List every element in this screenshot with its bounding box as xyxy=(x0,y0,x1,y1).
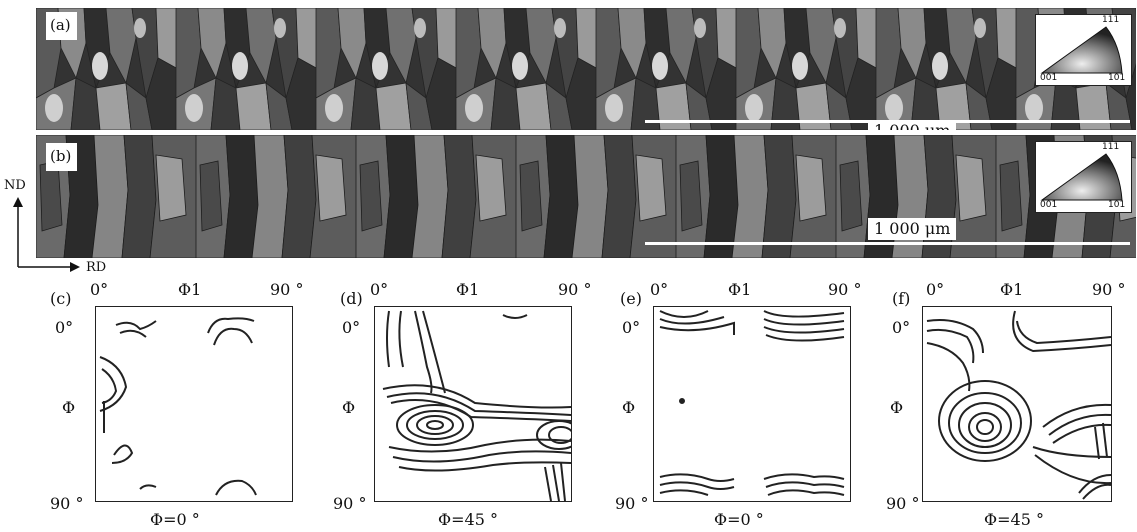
x-start-label: 0° xyxy=(926,280,945,299)
panel-letter: (c) xyxy=(50,289,72,308)
x-start-label: 0° xyxy=(90,280,109,299)
y-start-label: 0° xyxy=(342,318,361,337)
phi-label: Φ xyxy=(62,398,76,417)
rd-axis-label: RD xyxy=(86,260,107,275)
x-end-label: 90 ° xyxy=(270,280,304,299)
y-start-label: 0° xyxy=(622,318,641,337)
scalebar-a xyxy=(645,120,1130,123)
ipf-legend-a: 111 001 101 xyxy=(1035,14,1132,86)
odf-contour-plot xyxy=(653,306,851,502)
phi-label: Φ xyxy=(342,398,356,417)
y-end-label: 90 ° xyxy=(50,494,84,513)
panel-letter-b: (b) xyxy=(46,143,78,171)
y-start-label: 0° xyxy=(55,318,74,337)
ipf-triangle-b xyxy=(1040,153,1123,201)
y-start-label: 0° xyxy=(892,318,911,337)
x-end-label: 90 ° xyxy=(1092,280,1126,299)
section-label: Φ=0 ° xyxy=(150,510,200,529)
y-end-label: 90 ° xyxy=(615,494,649,513)
odf-contours xyxy=(659,310,845,496)
ipf-label-111: 111 xyxy=(1102,142,1120,152)
ipf-label-101: 101 xyxy=(1108,73,1126,83)
ebsd-map-a xyxy=(36,8,1136,130)
ipf-legend-b: 111 001 101 xyxy=(1035,141,1132,213)
x-start-label: 0° xyxy=(650,280,669,299)
x-end-label: 90 ° xyxy=(828,280,862,299)
ipf-triangle-a xyxy=(1040,26,1123,74)
section-label: Φ=45 ° xyxy=(984,510,1044,529)
odf-contour-plot xyxy=(922,306,1112,502)
panel-letter: (e) xyxy=(620,289,642,308)
odf-contours xyxy=(99,317,257,496)
x-end-label: 90 ° xyxy=(558,280,592,299)
phi-label: Φ xyxy=(890,398,904,417)
odf-contour-plot xyxy=(95,306,293,502)
ebsd-map-b xyxy=(36,135,1136,258)
grain-texture-b xyxy=(36,135,1136,258)
ipf-label-111: 111 xyxy=(1102,15,1120,25)
nd-rd-axes xyxy=(13,197,80,272)
panel-letter: (f) xyxy=(892,289,911,308)
nd-axis-label: ND xyxy=(4,178,26,193)
section-label: Φ=0 ° xyxy=(714,510,764,529)
y-end-label: 90 ° xyxy=(333,494,367,513)
scalebar-label-b: 1 000 μm xyxy=(868,218,957,240)
map-divider xyxy=(36,130,1136,135)
ipf-label-001: 001 xyxy=(1040,73,1058,83)
section-label: Φ=45 ° xyxy=(438,510,498,529)
ipf-label-101: 101 xyxy=(1108,200,1126,210)
odf-contour-plot xyxy=(374,306,572,502)
ipf-label-001: 001 xyxy=(1040,200,1058,210)
scalebar-b xyxy=(645,242,1130,245)
y-end-label: 90 ° xyxy=(886,494,920,513)
phi-label: Φ xyxy=(622,398,636,417)
panel-letter-a: (a) xyxy=(46,12,77,40)
odf-contours xyxy=(926,310,1111,500)
panel-letter: (d) xyxy=(340,289,363,308)
x-start-label: 0° xyxy=(370,280,389,299)
phi1-label: Φ1 xyxy=(178,280,202,299)
phi1-label: Φ1 xyxy=(1000,280,1024,299)
grain-texture-a xyxy=(36,8,1136,130)
phi1-label: Φ1 xyxy=(456,280,480,299)
phi1-label: Φ1 xyxy=(728,280,752,299)
odf-contours xyxy=(382,310,571,501)
